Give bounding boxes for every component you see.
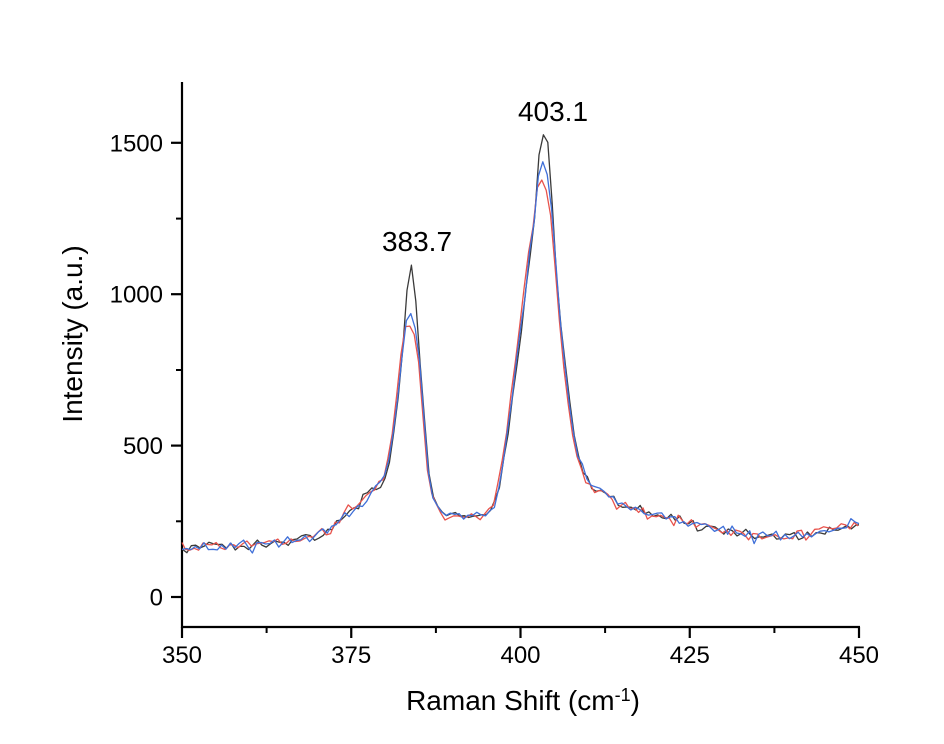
svg-text:1000: 1000 <box>110 282 163 309</box>
svg-text:350: 350 <box>162 642 202 669</box>
svg-text:403.1: 403.1 <box>518 96 588 127</box>
svg-text:1500: 1500 <box>110 130 163 157</box>
svg-text:450: 450 <box>839 642 879 669</box>
svg-text:400: 400 <box>500 642 540 669</box>
svg-text:Raman Shift (cm-1): Raman Shift (cm-1) <box>406 685 640 716</box>
svg-text:500: 500 <box>123 433 163 460</box>
svg-text:425: 425 <box>670 642 710 669</box>
svg-text:0: 0 <box>150 585 163 612</box>
svg-text:375: 375 <box>331 642 371 669</box>
svg-text:383.7: 383.7 <box>382 226 452 257</box>
svg-text:Intensity (a.u.): Intensity (a.u.) <box>57 245 88 422</box>
